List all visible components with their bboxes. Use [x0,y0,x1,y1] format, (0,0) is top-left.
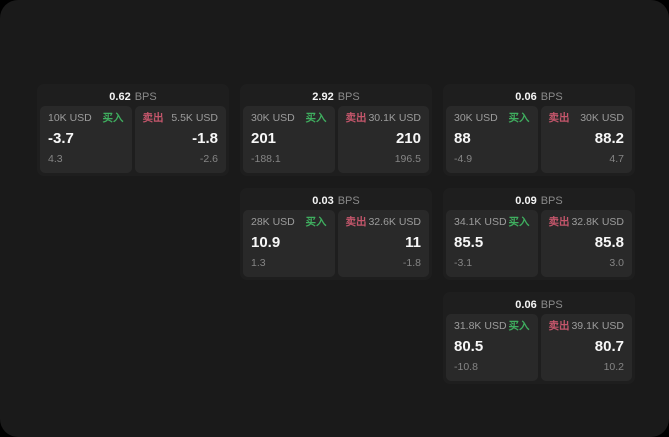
bps-unit-label: BPS [337,194,360,207]
buy-change: -3.1 [454,257,473,270]
sell-price: 80.7 [594,338,624,356]
bps-value: 2.92 [312,90,334,103]
bps-header: 0.09 BPS [446,191,632,210]
bps-unit-label: BPS [134,90,157,103]
buy-side-label: 买入 [102,112,124,124]
buy-sell-panels: 30K USD 买入 88 -4.9 卖出 30K USD 88.2 4.7 [446,106,632,173]
buy-amount: 34.1K USD [454,216,507,228]
bps-value: 0.06 [515,90,537,103]
buy-price: 88 [454,130,471,148]
bps-unit-label: BPS [540,298,563,311]
buy-price: 201 [251,130,277,148]
sell-panel[interactable]: 卖出 30K USD 88.2 4.7 [540,106,632,173]
bps-value: 0.06 [515,298,537,311]
sell-change: -1.8 [402,257,421,270]
sell-panel[interactable]: 卖出 39.1K USD 80.7 10.2 [540,314,632,381]
quote-card: 0.06 BPS 30K USD 买入 88 -4.9 卖出 30K USD [443,84,635,176]
sell-panel[interactable]: 卖出 30.1K USD 210 196.5 [337,106,429,173]
buy-side-label: 买入 [508,216,530,228]
sell-price: -1.8 [192,130,218,148]
sell-change: 3.0 [609,257,624,270]
bps-header: 2.92 BPS [243,87,429,106]
sell-change: -2.6 [199,153,218,166]
buy-amount: 30K USD [454,112,498,124]
sell-panel[interactable]: 卖出 32.6K USD 11 -1.8 [337,210,429,277]
bps-value: 0.09 [515,194,537,207]
sell-side-label: 卖出 [142,112,164,124]
bps-unit-label: BPS [540,90,563,103]
buy-change: -188.1 [251,153,281,166]
buy-change: 4.3 [48,153,63,166]
buy-panel[interactable]: 30K USD 买入 201 -188.1 [243,106,335,173]
buy-sell-panels: 34.1K USD 买入 85.5 -3.1 卖出 32.8K USD 85.8… [446,210,632,277]
sell-change: 10.2 [603,361,624,374]
sell-panel[interactable]: 卖出 5.5K USD -1.8 -2.6 [134,106,226,173]
bps-value: 0.62 [109,90,131,103]
buy-amount: 10K USD [48,112,92,124]
sell-price: 85.8 [594,234,624,252]
sell-price: 11 [405,234,421,252]
bps-unit-label: BPS [337,90,360,103]
buy-panel[interactable]: 10K USD 买入 -3.7 4.3 [40,106,132,173]
bps-unit-label: BPS [540,194,563,207]
buy-price: -3.7 [48,130,74,148]
sell-side-label: 卖出 [548,320,570,332]
buy-change: 1.3 [251,257,266,270]
buy-price: 80.5 [454,338,484,356]
quote-card: 0.09 BPS 34.1K USD 买入 85.5 -3.1 卖出 32.8K… [443,188,635,280]
buy-change: -4.9 [454,153,473,166]
buy-price: 10.9 [251,234,281,252]
sell-amount: 30K USD [580,112,624,124]
buy-side-label: 买入 [305,216,327,228]
sell-side-label: 卖出 [345,112,367,124]
buy-panel[interactable]: 34.1K USD 买入 85.5 -3.1 [446,210,538,277]
quote-cards-grid: 0.62 BPS 10K USD 买入 -3.7 4.3 卖出 5.5K USD [37,84,635,384]
sell-amount: 5.5K USD [171,112,218,124]
bps-header: 0.62 BPS [40,87,226,106]
quote-card: 0.62 BPS 10K USD 买入 -3.7 4.3 卖出 5.5K USD [37,84,229,176]
buy-sell-panels: 31.8K USD 买入 80.5 -10.8 卖出 39.1K USD 80.… [446,314,632,381]
sell-amount: 30.1K USD [368,112,421,124]
bps-value: 0.03 [312,194,334,207]
buy-sell-panels: 28K USD 买入 10.9 1.3 卖出 32.6K USD 11 -1.8 [243,210,429,277]
buy-panel[interactable]: 28K USD 买入 10.9 1.3 [243,210,335,277]
sell-side-label: 卖出 [548,112,570,124]
sell-amount: 32.6K USD [368,216,421,228]
quote-card: 0.03 BPS 28K USD 买入 10.9 1.3 卖出 32.6K US… [240,188,432,280]
buy-price: 85.5 [454,234,484,252]
buy-change: -10.8 [454,361,478,374]
sell-change: 196.5 [394,153,421,166]
sell-price: 88.2 [594,130,624,148]
sell-side-label: 卖出 [345,216,367,228]
quote-card: 2.92 BPS 30K USD 买入 201 -188.1 卖出 30.1K … [240,84,432,176]
buy-amount: 31.8K USD [454,320,507,332]
buy-amount: 28K USD [251,216,295,228]
bps-header: 0.06 BPS [446,295,632,314]
bps-header: 0.03 BPS [243,191,429,210]
buy-sell-panels: 30K USD 买入 201 -188.1 卖出 30.1K USD 210 1… [243,106,429,173]
sell-panel[interactable]: 卖出 32.8K USD 85.8 3.0 [540,210,632,277]
buy-side-label: 买入 [508,320,530,332]
sell-price: 210 [395,130,421,148]
bps-header: 0.06 BPS [446,87,632,106]
buy-side-label: 买入 [508,112,530,124]
buy-panel[interactable]: 30K USD 买入 88 -4.9 [446,106,538,173]
sell-amount: 32.8K USD [571,216,624,228]
sell-amount: 39.1K USD [571,320,624,332]
sell-side-label: 卖出 [548,216,570,228]
buy-sell-panels: 10K USD 买入 -3.7 4.3 卖出 5.5K USD -1.8 -2.… [40,106,226,173]
buy-panel[interactable]: 31.8K USD 买入 80.5 -10.8 [446,314,538,381]
buy-amount: 30K USD [251,112,295,124]
buy-side-label: 买入 [305,112,327,124]
quote-card: 0.06 BPS 31.8K USD 买入 80.5 -10.8 卖出 39.1… [443,292,635,384]
sell-change: 4.7 [609,153,624,166]
